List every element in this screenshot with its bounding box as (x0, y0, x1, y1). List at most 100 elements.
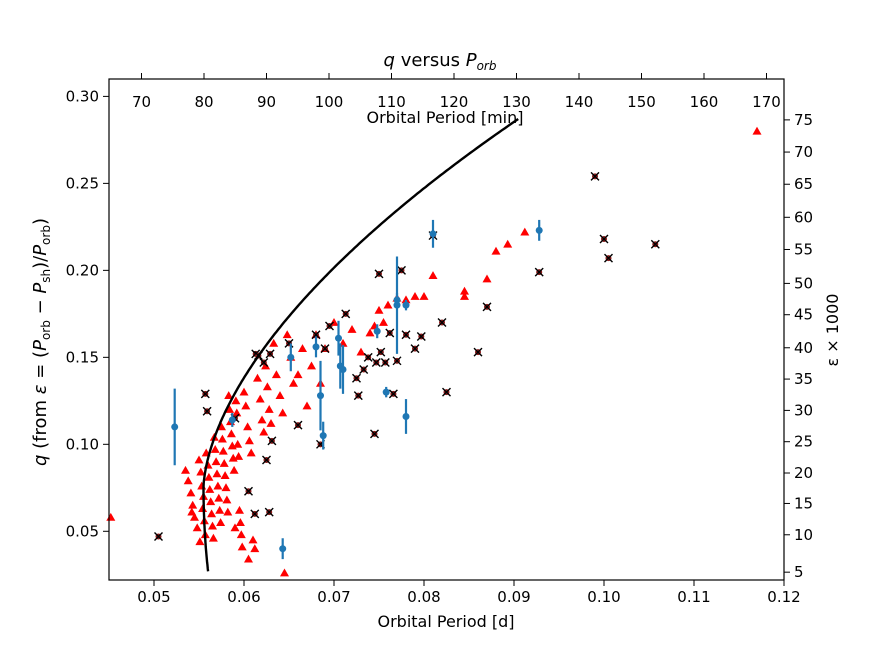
ylabel-p1: P (30, 340, 51, 351)
top-tick-label: 170 (752, 93, 781, 111)
eclipsing-point (287, 353, 295, 361)
cross-point (311, 330, 321, 340)
top-tick-label: 70 (132, 93, 151, 111)
triangle-point (196, 467, 206, 476)
triangle-point (482, 274, 492, 283)
cross-point (599, 234, 609, 244)
eclipsing-point (402, 412, 410, 420)
triangle-point (383, 300, 393, 309)
eclipsing-point (393, 296, 401, 304)
triangle-point (216, 518, 226, 526)
cross-point (371, 358, 381, 368)
y-tick-label: 0.10 (66, 435, 99, 453)
ticks-layer: 0.05 0.06 0.07 0.08 0.09 0.10 0.11 0.12 0.05 0.10… (66, 73, 813, 606)
triangle-point (271, 370, 281, 379)
eclipsing-point (312, 343, 320, 351)
triangle-point (282, 330, 292, 339)
cross-point (416, 331, 426, 341)
right-tick-label: 20 (794, 464, 813, 482)
y-tick-label: 0.15 (66, 348, 99, 366)
top-tick-label: 90 (257, 93, 276, 111)
cross-point (473, 347, 483, 357)
cross-point (293, 420, 303, 430)
ylabel-minus: − (30, 294, 51, 321)
cross-point (320, 344, 330, 354)
ylabel-p3: P (30, 245, 51, 256)
right-tick-label: 15 (794, 494, 813, 512)
triangle-point (259, 427, 269, 436)
triangle-point (262, 382, 272, 391)
eclipsing-point (373, 327, 381, 335)
triangle-point (194, 455, 204, 464)
triangle-point (235, 518, 245, 526)
ylabel-q: q (30, 455, 51, 466)
triangle-point (222, 495, 232, 504)
eclipsing-point (319, 432, 327, 440)
triangle-point (215, 505, 225, 514)
triangle-point (212, 469, 222, 478)
cross-point (359, 365, 369, 375)
triangle-point (205, 485, 215, 493)
cross-point (437, 318, 447, 328)
cross-point (604, 253, 613, 263)
triangle-point (181, 465, 190, 474)
triangle-point (298, 344, 307, 353)
triangle-point (520, 227, 530, 236)
eclipsing-point (317, 392, 324, 400)
cross-point (534, 267, 544, 277)
ylabel-div: )/ (30, 255, 51, 269)
triangle-point (229, 465, 239, 474)
x-tick-label: 0.05 (137, 588, 170, 606)
title-q: q (384, 50, 395, 71)
triangle-point (264, 405, 274, 413)
triangle-point (195, 537, 205, 546)
triangle-point (356, 347, 366, 356)
title-p: P (466, 50, 477, 71)
ylabel-s1: orb (39, 320, 53, 340)
cross-point (376, 347, 386, 357)
curve-layer (202, 118, 519, 572)
right-tick-label: 10 (794, 526, 813, 544)
model-curve (202, 118, 519, 572)
triangle-point (214, 493, 224, 502)
right-tick-label: 60 (794, 208, 813, 226)
cross-point (374, 269, 384, 279)
cross-point (363, 352, 373, 362)
cross-point (259, 358, 269, 368)
triangle-point (257, 415, 267, 424)
eclipsing-point (429, 230, 437, 238)
triangle-point (204, 472, 214, 481)
triangle-point (235, 505, 244, 514)
top-tick-label: 80 (194, 93, 213, 111)
triangle-point (460, 291, 469, 300)
triangle-point (250, 544, 260, 553)
ylabel-p2: P (30, 283, 51, 294)
triangle-point (186, 488, 196, 497)
eclipsing-point (402, 301, 410, 309)
x-axis-label: Orbital Period [d] (378, 612, 515, 631)
cross-point (392, 356, 402, 366)
triangle-point (278, 408, 288, 417)
triangle-point (183, 476, 193, 485)
triangle-point (246, 448, 256, 457)
title-versus: versus (395, 50, 466, 71)
top-axis-label: Orbital Period [min] (366, 108, 523, 127)
eclipsing-point (228, 416, 236, 424)
cross-point (265, 349, 275, 359)
ylabel-from: (from (30, 394, 51, 454)
triangle-point (752, 126, 762, 135)
triangle-point (217, 434, 227, 443)
x-tick-label: 0.08 (407, 588, 440, 606)
triangle-point (410, 291, 420, 300)
x-tick-label: 0.12 (767, 588, 800, 606)
triangle-point (211, 457, 221, 466)
top-tick-label: 130 (502, 93, 531, 111)
right-tick-label: 55 (794, 240, 813, 258)
triangle-point (244, 436, 254, 445)
cross-point (264, 507, 274, 517)
right-tick-label: 5 (794, 563, 804, 581)
ylabel-eq: = ( (30, 351, 51, 385)
triangle-point (419, 291, 429, 300)
triangle-point (255, 394, 265, 403)
